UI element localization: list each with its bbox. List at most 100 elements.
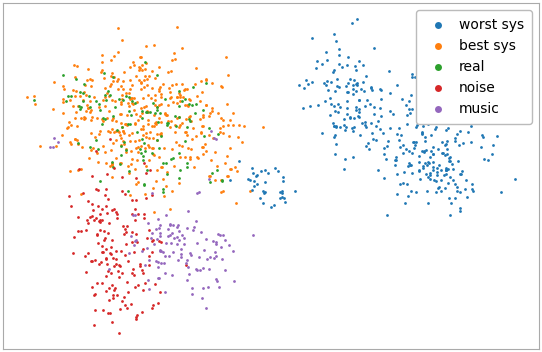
- real: [141, 148, 150, 154]
- best sys: [160, 145, 169, 151]
- best sys: [125, 132, 133, 137]
- noise: [142, 170, 151, 176]
- best sys: [233, 169, 242, 174]
- noise: [87, 258, 95, 264]
- best sys: [157, 165, 165, 170]
- best sys: [166, 89, 175, 94]
- best sys: [101, 86, 109, 91]
- best sys: [167, 94, 176, 100]
- best sys: [144, 135, 153, 140]
- worst sys: [441, 186, 449, 191]
- worst sys: [447, 162, 456, 167]
- best sys: [140, 73, 149, 78]
- worst sys: [446, 212, 454, 218]
- best sys: [99, 143, 107, 149]
- best sys: [65, 120, 74, 125]
- best sys: [121, 90, 130, 96]
- worst sys: [354, 114, 363, 120]
- worst sys: [423, 159, 432, 165]
- noise: [148, 192, 157, 198]
- real: [94, 101, 103, 107]
- worst sys: [318, 62, 327, 67]
- worst sys: [493, 133, 501, 139]
- best sys: [130, 121, 139, 127]
- worst sys: [406, 92, 415, 98]
- best sys: [166, 124, 175, 130]
- worst sys: [318, 130, 326, 136]
- music: [157, 260, 166, 266]
- worst sys: [390, 158, 399, 163]
- worst sys: [331, 38, 340, 44]
- noise: [124, 289, 132, 295]
- worst sys: [435, 184, 443, 190]
- best sys: [198, 124, 207, 129]
- best sys: [171, 81, 180, 87]
- best sys: [197, 130, 206, 136]
- best sys: [196, 99, 205, 104]
- worst sys: [327, 80, 335, 85]
- noise: [102, 261, 111, 267]
- music: [195, 254, 203, 260]
- best sys: [115, 161, 124, 166]
- real: [108, 75, 117, 80]
- best sys: [144, 117, 152, 122]
- real: [86, 144, 94, 150]
- music: [215, 284, 223, 289]
- music: [193, 190, 202, 196]
- worst sys: [275, 189, 284, 195]
- worst sys: [324, 87, 332, 92]
- real: [96, 178, 105, 183]
- worst sys: [346, 115, 354, 121]
- worst sys: [345, 76, 354, 82]
- noise: [114, 274, 123, 280]
- best sys: [170, 50, 178, 56]
- best sys: [126, 64, 134, 69]
- best sys: [218, 84, 227, 89]
- music: [201, 306, 210, 311]
- best sys: [77, 115, 86, 120]
- worst sys: [429, 159, 437, 165]
- best sys: [154, 86, 163, 92]
- music: [54, 139, 62, 145]
- best sys: [136, 105, 145, 111]
- music: [164, 233, 172, 239]
- best sys: [144, 109, 153, 115]
- best sys: [215, 129, 224, 135]
- noise: [112, 249, 120, 254]
- best sys: [155, 102, 164, 108]
- music: [183, 226, 191, 231]
- worst sys: [340, 117, 349, 122]
- best sys: [153, 137, 162, 143]
- Legend: worst sys, best sys, real, noise, music: worst sys, best sys, real, noise, music: [416, 10, 532, 124]
- worst sys: [424, 174, 433, 180]
- best sys: [229, 122, 238, 127]
- best sys: [192, 134, 201, 139]
- best sys: [77, 191, 86, 197]
- noise: [151, 281, 160, 287]
- worst sys: [362, 74, 370, 79]
- worst sys: [379, 175, 388, 181]
- noise: [104, 230, 113, 236]
- best sys: [138, 95, 147, 100]
- best sys: [119, 69, 128, 75]
- best sys: [143, 108, 151, 113]
- noise: [115, 307, 124, 312]
- music: [154, 259, 163, 265]
- best sys: [107, 162, 116, 167]
- best sys: [168, 82, 177, 88]
- noise: [115, 263, 124, 269]
- worst sys: [424, 200, 433, 206]
- worst sys: [374, 167, 383, 172]
- worst sys: [459, 140, 468, 146]
- best sys: [149, 145, 158, 151]
- worst sys: [441, 141, 450, 147]
- best sys: [94, 159, 102, 165]
- worst sys: [455, 189, 464, 194]
- noise: [107, 320, 116, 325]
- best sys: [180, 154, 189, 159]
- real: [115, 97, 124, 102]
- music: [160, 270, 169, 276]
- best sys: [118, 37, 126, 43]
- real: [169, 156, 178, 161]
- music: [156, 230, 164, 235]
